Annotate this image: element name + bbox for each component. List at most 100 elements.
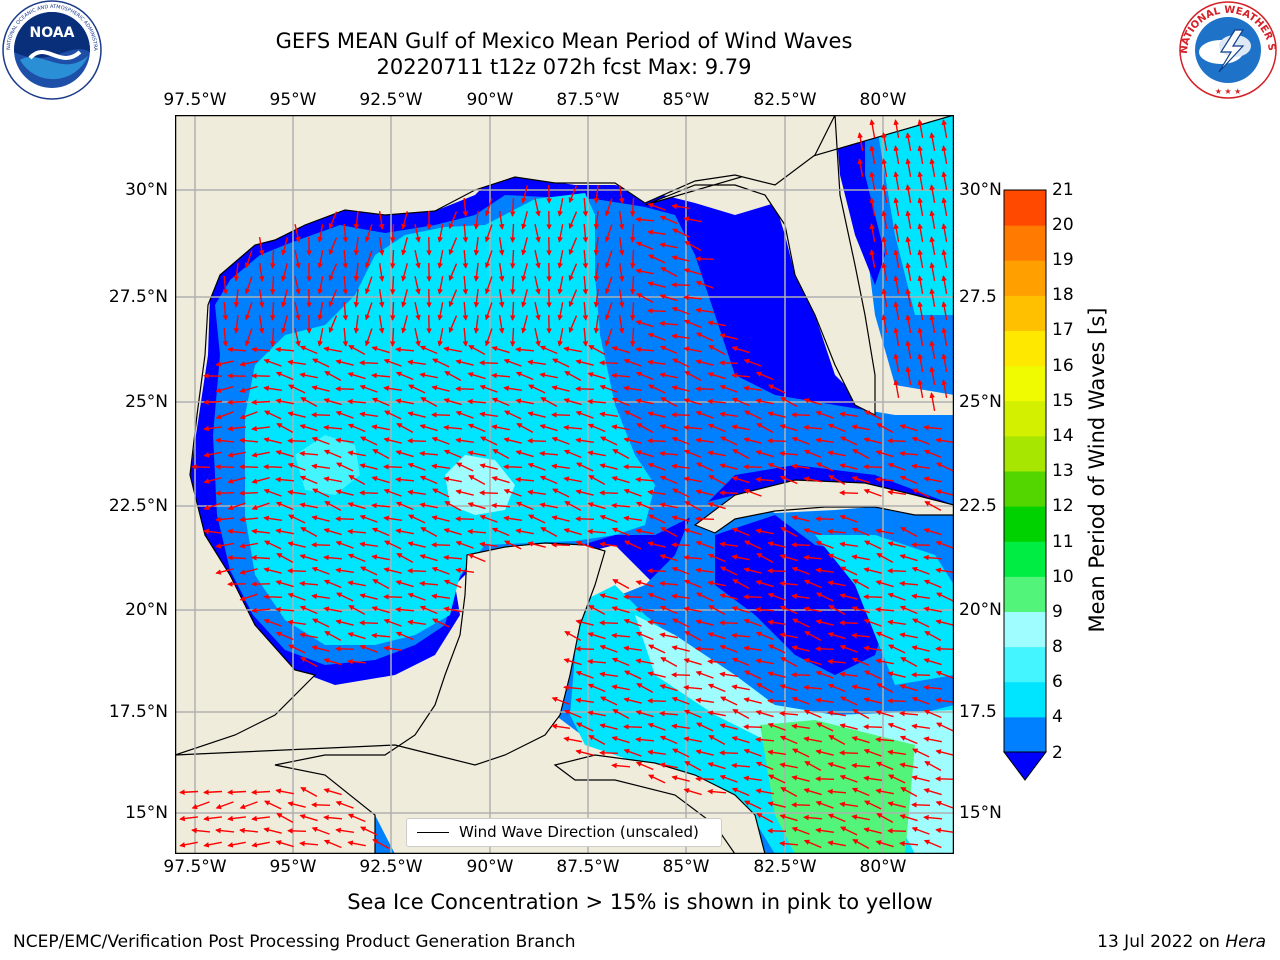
wind-wave-arrow <box>929 314 936 334</box>
wind-wave-arrow <box>251 815 270 822</box>
wind-wave-arrow <box>300 526 318 538</box>
colorbar-band <box>1004 225 1046 261</box>
wind-wave-arrow <box>887 541 906 548</box>
wind-wave-arrow <box>521 289 528 308</box>
wind-wave-arrow <box>852 578 870 590</box>
wind-wave-arrow <box>323 528 342 536</box>
wind-wave-arrow <box>299 632 318 639</box>
wind-wave-arrow <box>941 249 948 269</box>
lat-label-right: 15°N <box>959 803 1002 823</box>
wind-wave-arrow <box>899 684 918 692</box>
wind-wave-arrow <box>875 606 895 613</box>
wind-wave-arrow <box>804 630 822 642</box>
wind-wave-arrow <box>887 438 907 444</box>
wind-wave-arrow <box>335 540 354 549</box>
wind-wave-arrow <box>767 619 787 626</box>
wind-wave-arrow <box>623 385 643 392</box>
wind-wave-arrow <box>395 606 415 613</box>
wind-wave-arrow <box>623 724 643 730</box>
wind-wave-arrow <box>756 682 774 694</box>
wind-wave-arrow <box>407 489 427 496</box>
wind-wave-arrow <box>455 489 474 496</box>
wind-wave-arrow <box>287 411 306 418</box>
wind-wave-arrow <box>328 211 338 230</box>
wind-wave-arrow <box>383 464 403 470</box>
wind-wave-arrow <box>317 328 324 347</box>
wind-wave-arrow <box>599 411 619 418</box>
colorbar-tick: 18 <box>1052 285 1074 305</box>
wind-wave-arrow <box>893 249 900 269</box>
wind-wave-arrow <box>515 528 534 535</box>
wind-wave-arrow <box>695 540 714 549</box>
lon-label-top: 90°W <box>466 90 514 110</box>
wind-wave-arrow <box>551 463 571 470</box>
wind-wave-arrow <box>419 580 439 587</box>
wind-wave-arrow <box>557 302 564 321</box>
wind-wave-arrow <box>587 632 606 640</box>
wind-wave-arrow <box>719 644 738 653</box>
wind-wave-arrow <box>683 554 703 561</box>
wind-wave-arrow <box>575 646 595 652</box>
wind-wave-arrow <box>731 527 750 537</box>
wind-wave-arrow <box>431 566 450 575</box>
wind-wave-arrow <box>659 554 678 562</box>
wind-wave-arrow <box>407 541 426 548</box>
wind-wave-arrow <box>779 735 798 745</box>
wind-wave-arrow <box>875 761 894 771</box>
wind-wave-arrow <box>683 398 702 406</box>
wind-wave-arrow <box>498 210 505 230</box>
wind-wave-arrow <box>623 645 643 652</box>
wind-wave-arrow <box>311 826 330 835</box>
wind-wave-arrow <box>384 540 402 550</box>
wind-wave-arrow <box>444 500 462 512</box>
wind-wave-arrow <box>887 722 906 731</box>
wind-wave-arrow <box>935 827 954 834</box>
wind-wave-arrow <box>803 449 822 459</box>
wind-wave-arrow <box>923 684 943 691</box>
wind-wave-arrow <box>534 276 541 295</box>
wind-wave-arrow <box>936 462 954 472</box>
wind-wave-arrow <box>383 594 403 600</box>
wind-wave-arrow <box>557 328 564 347</box>
wind-wave-arrow <box>618 184 625 204</box>
wind-wave-arrow <box>671 593 691 600</box>
wind-wave-arrow <box>491 424 510 431</box>
wind-wave-arrow <box>672 488 690 498</box>
wind-wave-arrow <box>263 618 282 627</box>
wind-wave-arrow <box>588 344 606 356</box>
wind-wave-arrow <box>635 761 654 771</box>
wind-wave-arrow <box>396 422 414 434</box>
atlantic-water-deep-blue <box>835 115 885 285</box>
wind-wave-arrow <box>323 788 342 796</box>
wind-wave-arrow <box>623 437 642 444</box>
wind-wave-arrow <box>767 438 787 444</box>
wind-wave-arrow <box>647 411 666 418</box>
wind-wave-arrow <box>659 372 678 379</box>
wind-wave-arrow <box>299 814 318 822</box>
wind-wave-arrow <box>791 826 810 835</box>
wind-wave-arrow <box>684 760 702 772</box>
colorbar-band <box>1004 435 1046 472</box>
wind-wave-arrow <box>881 210 888 230</box>
wind-wave-arrow <box>635 268 654 275</box>
wind-wave-arrow <box>695 619 714 626</box>
wind-wave-arrow <box>659 605 678 615</box>
wind-wave-arrow <box>815 516 835 522</box>
wind-wave-arrow <box>905 210 912 230</box>
wind-wave-arrow <box>263 594 283 600</box>
wind-wave-arrow <box>671 255 690 262</box>
wind-wave-arrow <box>719 723 738 730</box>
wind-wave-arrow <box>923 528 942 536</box>
wind-wave-arrow <box>851 762 871 769</box>
wind-wave-arrow <box>269 301 276 321</box>
wind-wave-arrow <box>468 474 486 486</box>
wind-wave-arrow <box>587 450 606 457</box>
wind-wave-arrow <box>671 333 691 340</box>
wind-wave-arrow <box>647 698 667 704</box>
colorbar-under-triangle <box>1003 751 1047 781</box>
wind-wave-arrow <box>929 340 936 360</box>
wind-wave-arrow <box>551 412 571 418</box>
wind-wave-arrow <box>551 542 571 548</box>
wind-wave-arrow <box>515 501 534 511</box>
wind-wave-arrow <box>935 776 954 782</box>
